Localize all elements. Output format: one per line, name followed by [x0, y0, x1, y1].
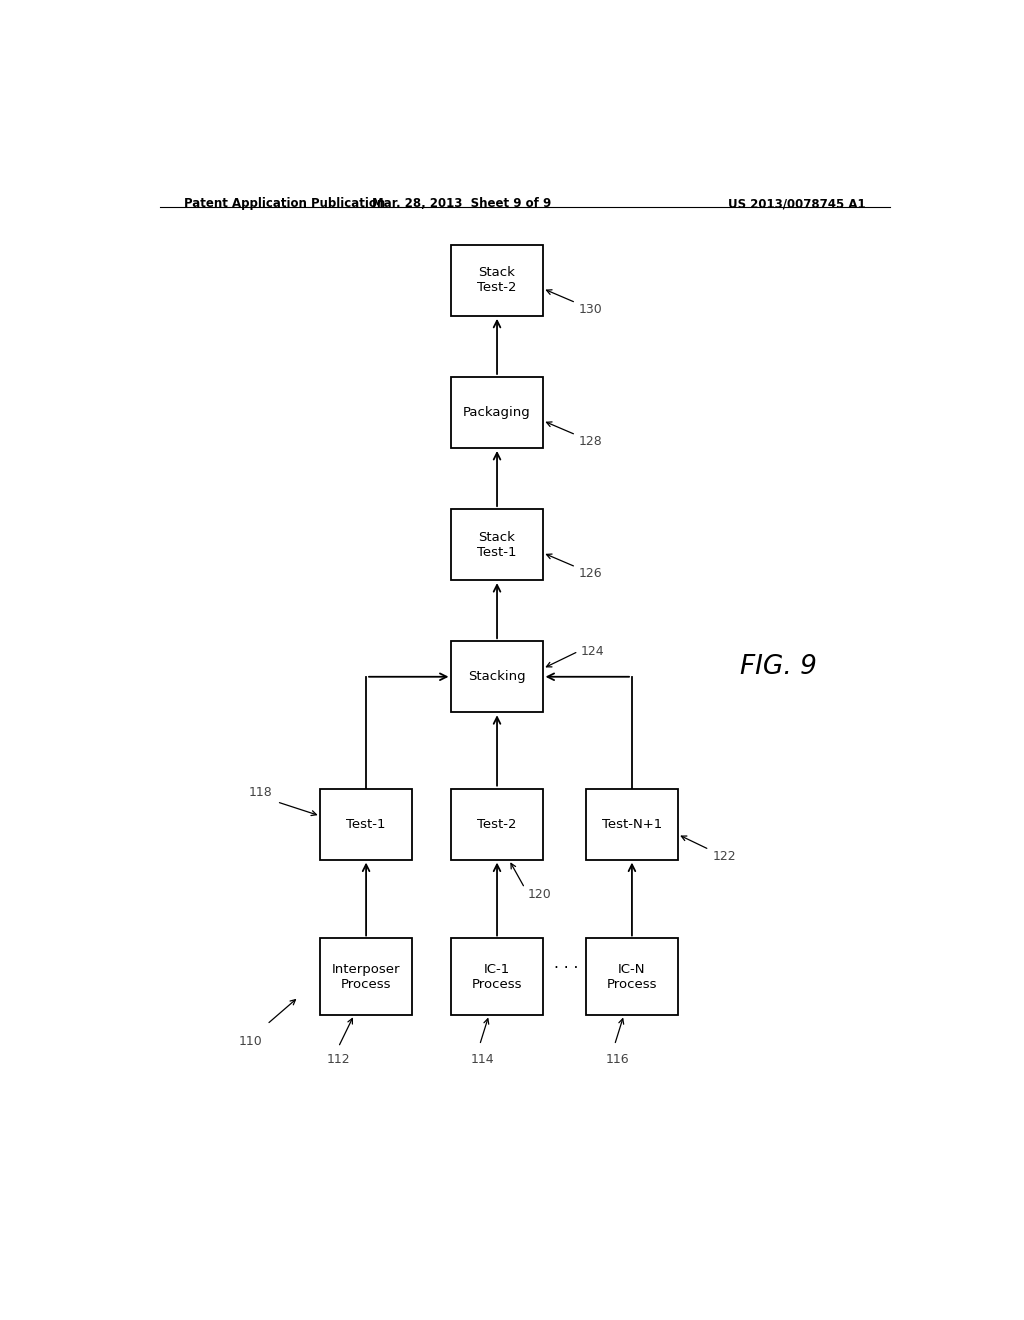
Text: IC-N
Process: IC-N Process	[606, 962, 657, 990]
Text: Stack
Test-1: Stack Test-1	[477, 531, 517, 558]
FancyBboxPatch shape	[452, 378, 543, 447]
FancyBboxPatch shape	[452, 788, 543, 859]
FancyBboxPatch shape	[452, 939, 543, 1015]
Text: Packaging: Packaging	[463, 407, 530, 418]
Text: 124: 124	[581, 645, 604, 657]
Text: 112: 112	[327, 1053, 350, 1067]
Text: Test-2: Test-2	[477, 817, 517, 830]
Text: IC-1
Process: IC-1 Process	[472, 962, 522, 990]
Text: Interposer
Process: Interposer Process	[332, 962, 400, 990]
Text: Test-1: Test-1	[346, 817, 386, 830]
Text: 126: 126	[580, 568, 603, 579]
Text: Patent Application Publication: Patent Application Publication	[183, 197, 385, 210]
Text: Mar. 28, 2013  Sheet 9 of 9: Mar. 28, 2013 Sheet 9 of 9	[372, 197, 551, 210]
Text: 118: 118	[249, 785, 272, 799]
Text: 116: 116	[606, 1053, 630, 1067]
FancyBboxPatch shape	[587, 788, 678, 859]
Text: Stack
Test-2: Stack Test-2	[477, 267, 517, 294]
FancyBboxPatch shape	[587, 939, 678, 1015]
Text: Stacking: Stacking	[468, 671, 526, 684]
Text: US 2013/0078745 A1: US 2013/0078745 A1	[728, 197, 866, 210]
Text: 122: 122	[713, 850, 736, 862]
FancyBboxPatch shape	[452, 244, 543, 315]
FancyBboxPatch shape	[321, 939, 412, 1015]
Text: FIG. 9: FIG. 9	[740, 653, 817, 680]
Text: 110: 110	[240, 1035, 263, 1048]
Text: 120: 120	[527, 888, 551, 902]
Text: 130: 130	[580, 302, 603, 315]
Text: 114: 114	[471, 1053, 495, 1067]
FancyBboxPatch shape	[321, 788, 412, 859]
FancyBboxPatch shape	[452, 642, 543, 713]
FancyBboxPatch shape	[452, 510, 543, 581]
Text: . . .: . . .	[554, 956, 579, 972]
Text: 128: 128	[580, 434, 603, 447]
Text: Test-N+1: Test-N+1	[602, 817, 663, 830]
